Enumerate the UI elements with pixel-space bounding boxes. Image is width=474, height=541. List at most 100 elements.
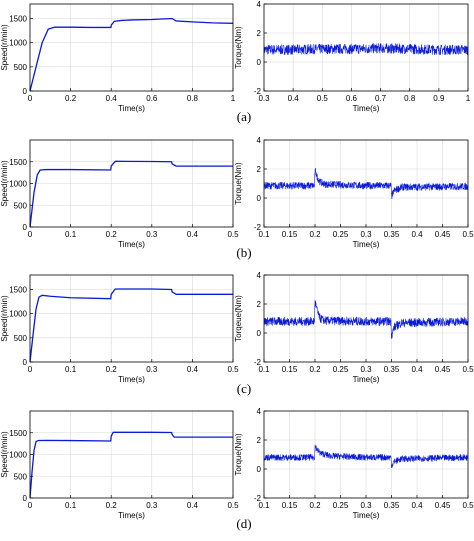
speed-chart-x-axis-label: Time(s): [118, 511, 145, 520]
speed-chart-y-axis-label: Speed(r/min): [0, 160, 9, 207]
torque-chart-frame: [263, 274, 469, 363]
speed-chart-x-tick-label: 0: [28, 230, 33, 239]
speed-chart-x-tick-label: 0.2: [106, 501, 118, 510]
speed-chart-x-axis-label: Time(s): [118, 240, 145, 249]
torque-chart-y-tick-label: 4: [257, 0, 262, 9]
speed-chart-y-tick-label: 500: [14, 63, 28, 72]
speed-chart-x-axis-label: Time(s): [118, 375, 145, 384]
speed-chart-panel: 0 0.1 0.2 0.3 0.4 0.5 0 500 1000 1500 Time(s) Speed…: [0, 139, 239, 249]
torque-chart-x-tick-label: 0.3: [258, 94, 270, 103]
speed-chart-x-tick-label: 0.1: [65, 501, 77, 510]
torque-chart-x-tick-label: 0.4: [288, 94, 300, 103]
speed-chart-y-axis-label: Speed(r/min): [0, 295, 9, 342]
speed-chart-y-tick-label: 0: [23, 87, 28, 96]
speed-chart-x-tick-label: 0.5: [227, 365, 239, 374]
speed-chart-x-axis-label: Time(s): [118, 104, 145, 113]
speed-chart-x-tick-label: 0.2: [106, 365, 118, 374]
torque-chart-x-tick-label: 0.5: [462, 501, 474, 510]
torque-chart-x-tick-label: 0.45: [435, 230, 451, 239]
torque-chart-x-tick-label: 0.2: [309, 365, 321, 374]
torque-chart-x-axis-label: Time(s): [353, 511, 380, 520]
speed-chart-series-line: [29, 160, 233, 228]
torque-chart-x-tick-label: 1: [466, 94, 471, 103]
torque-chart-y-tick-label: -2: [254, 494, 262, 503]
torque-chart-frame: [263, 410, 469, 499]
torque-chart-frame: [263, 3, 469, 92]
torque-chart-y-axis-label: Torqeue(Nm): [234, 295, 243, 342]
speed-chart-x-tick-label: 0: [28, 501, 33, 510]
torque-chart-x-tick-label: 0.9: [433, 94, 445, 103]
torque-chart-series-line: [263, 299, 469, 340]
speed-chart-frame: [29, 139, 234, 228]
torque-chart-y-tick-label: 2: [257, 300, 262, 309]
torque-chart-series-line: [263, 444, 469, 468]
speed-chart-panel: 0 0.1 0.2 0.3 0.4 0.5 0 500 1000 1500 Time(s) Speed…: [0, 274, 239, 384]
subfigure-caption: (b): [236, 245, 251, 260]
speed-chart-frame: [29, 274, 234, 363]
torque-chart-x-tick-label: 0.35: [384, 365, 400, 374]
torque-chart-x-tick-label: 0.2: [309, 230, 321, 239]
torque-chart-x-tick-label: 0.3: [360, 365, 372, 374]
speed-chart-y-axis-label: Speed(r/min): [0, 24, 9, 71]
torque-chart-x-tick-label: 0.35: [384, 230, 400, 239]
torque-chart-x-tick-label: 0.1: [258, 365, 270, 374]
torque-chart-x-tick-label: 0.25: [333, 501, 349, 510]
speed-chart-x-tick-label: 0.1: [65, 365, 77, 374]
speed-chart-plot-area: [30, 4, 233, 91]
torque-chart-x-axis-label: Time(s): [353, 104, 380, 113]
torque-chart-y-axis-label: Torque(Nm): [234, 162, 243, 205]
speed-chart-series-line: [29, 431, 233, 499]
speed-chart-frame: [29, 410, 234, 499]
torque-chart-x-tick-label: 0.2: [309, 501, 321, 510]
speed-chart-y-tick-label: 0: [23, 358, 28, 367]
speed-chart-x-tick-label: 0.4: [187, 230, 199, 239]
torque-chart-x-tick-label: 0.25: [333, 230, 349, 239]
speed-chart-x-tick-label: 1: [231, 94, 236, 103]
speed-chart-y-tick-label: 500: [14, 201, 28, 210]
torque-chart-y-tick-label: -2: [254, 87, 262, 96]
speed-chart-x-tick-label: 0.5: [227, 501, 239, 510]
torque-chart-x-tick-label: 0.8: [404, 94, 416, 103]
torque-chart-x-tick-label: 0.35: [384, 501, 400, 510]
speed-chart-x-tick-label: 0.4: [187, 365, 199, 374]
torque-chart-x-tick-label: 0.45: [435, 501, 451, 510]
speed-chart-x-tick-label: 0.5: [227, 230, 239, 239]
torque-chart-y-axis-label: Torque(Nm): [234, 26, 243, 69]
torque-chart-frame: [263, 139, 469, 228]
torque-chart-x-tick-label: 0.15: [282, 365, 298, 374]
speed-chart-plot-area: [30, 275, 233, 362]
subfigure-caption: (d): [236, 516, 251, 531]
torque-chart-x-tick-label: 0.5: [317, 94, 329, 103]
speed-chart-panel: 0 0.2 0.4 0.6 0.8 1 0 500 1000 1500 Time(s) Speed(r…: [0, 3, 236, 113]
speed-chart-x-tick-label: 0.2: [106, 230, 118, 239]
torque-chart-y-tick-label: -2: [254, 358, 262, 367]
torque-chart-x-tick-label: 0.1: [258, 501, 270, 510]
torque-chart-x-tick-label: 0.6: [346, 94, 358, 103]
torque-chart-y-tick-label: 0: [257, 465, 262, 474]
speed-chart-y-tick-label: 500: [14, 334, 28, 343]
speed-chart-y-axis-label: Speed(r/min): [0, 431, 9, 478]
torque-chart-x-axis-label: Time(s): [353, 240, 380, 249]
speed-chart-y-tick-label: 1500: [9, 15, 27, 24]
speed-chart-y-tick-label: 1500: [9, 286, 27, 295]
speed-chart-y-tick-label: 1000: [9, 39, 27, 48]
speed-chart-x-tick-label: 0.3: [146, 501, 158, 510]
speed-chart-x-tick-label: 0.1: [65, 230, 77, 239]
torque-chart-x-tick-label: 0.25: [333, 365, 349, 374]
speed-chart-y-tick-label: 1000: [9, 180, 27, 189]
torque-chart-x-tick-label: 0.4: [411, 365, 423, 374]
torque-chart-series-line: [263, 43, 469, 56]
torque-chart-x-tick-label: 0.7: [375, 94, 387, 103]
torque-chart-series-line: [263, 168, 469, 199]
speed-chart-x-tick-label: 0: [28, 94, 33, 103]
torque-chart-y-axis-label: Torque(Nm): [234, 433, 243, 476]
torque-chart-x-tick-label: 0.5: [462, 365, 474, 374]
speed-chart-frame: [29, 3, 234, 92]
torque-chart-y-tick-label: 4: [257, 271, 262, 280]
torque-chart-y-tick-label: 0: [257, 58, 262, 67]
speed-chart-y-tick-label: 1500: [9, 158, 27, 167]
speed-chart-y-tick-label: 1000: [9, 451, 27, 460]
speed-chart-panel: 0 0.1 0.2 0.3 0.4 0.5 0 500 1000 1500 Time(s) Speed…: [0, 410, 239, 520]
subfigure-caption: (a): [237, 109, 251, 124]
